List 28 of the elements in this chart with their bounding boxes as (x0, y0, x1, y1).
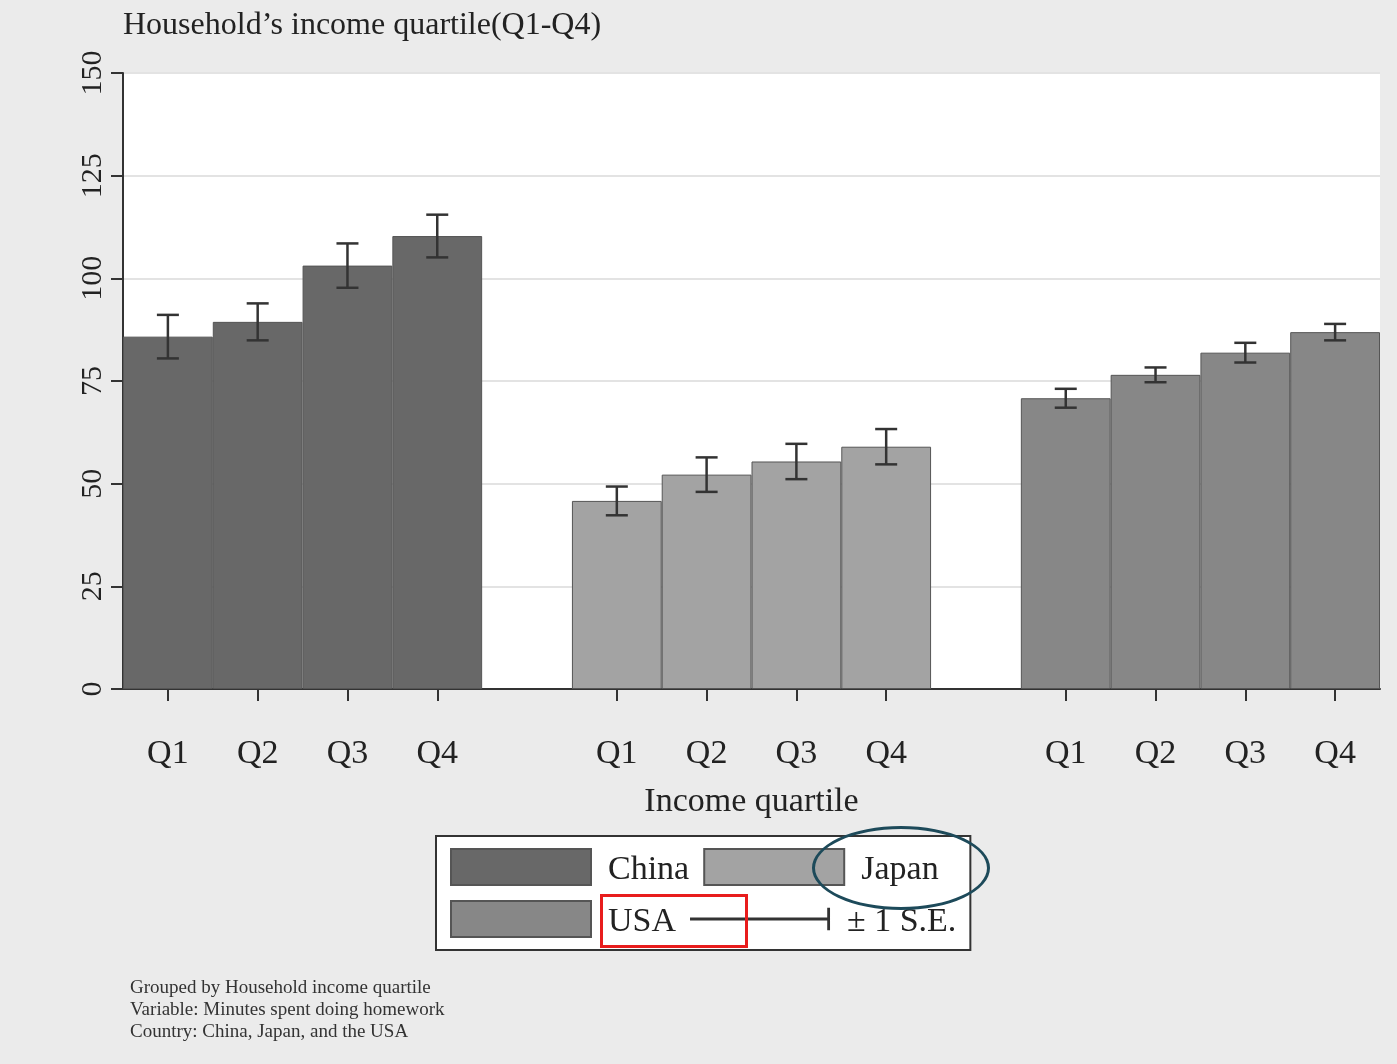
y-tick-label: 50 (73, 468, 107, 499)
x-tick-label: Q1 (147, 732, 189, 770)
y-tick-label: 150 (73, 50, 107, 96)
x-tick-label: Q4 (1314, 732, 1356, 770)
legend-label: China (608, 848, 690, 886)
x-tick-label: Q3 (775, 732, 818, 770)
x-tick-label: Q2 (1134, 732, 1177, 770)
x-tick-label: Q2 (236, 732, 279, 770)
x-tick-label: Q1 (596, 732, 638, 770)
x-tick-label: Q3 (326, 732, 369, 770)
y-tick-label: 100 (73, 255, 107, 301)
text: Country: China, Japan, and the USA (130, 1020, 409, 1041)
x-tick-label: Q1 (1044, 732, 1087, 770)
legend-label: Japan (861, 848, 939, 886)
text: Variable: Minutes spent doing homework (130, 998, 445, 1019)
x-tick-label: Q2 (685, 732, 728, 770)
y-tick-label: 25 (73, 571, 107, 602)
x-tick-label: Q4 (416, 732, 459, 770)
y-tick-label: 0 (73, 681, 107, 697)
chart-title: Household’s income quartile(Q1-Q4) (123, 5, 602, 41)
text: Grouped by Household income quartile (130, 976, 431, 997)
legend-label: USA (608, 900, 677, 938)
y-tick-label: 125 (73, 153, 107, 199)
x-tick-label: Q3 (1224, 732, 1267, 770)
y-tick-label: 75 (73, 366, 107, 396)
x-tick-label: Q4 (865, 732, 907, 770)
text: ± 1 S.E. (847, 900, 957, 938)
x-axis-title: Income quartile (644, 780, 859, 818)
